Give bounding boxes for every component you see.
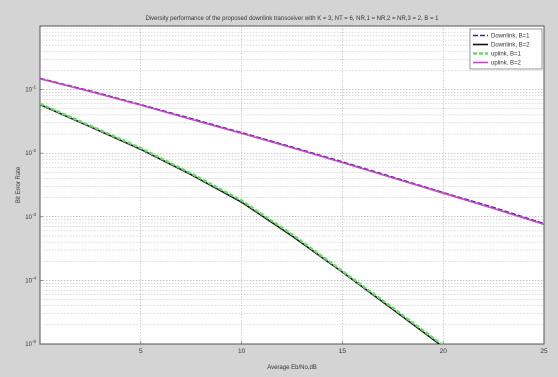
- y-tick-label: 10-1: [25, 85, 36, 94]
- y-axis-label: Bit Error Rate: [16, 166, 22, 203]
- chart-title: Diversity performance of the proposed do…: [145, 16, 439, 22]
- y-tick-label: 10-3: [25, 212, 36, 221]
- axes: 5 10 15 20 25 10-1 10-2 10-3 10-4 10-5: [25, 85, 548, 355]
- grid: [40, 26, 544, 344]
- y-tick-label: 10-4: [25, 275, 36, 284]
- curves: [40, 77, 544, 344]
- series-line-4: [40, 77, 544, 226]
- y-tick-label: 10-2: [25, 148, 36, 157]
- x-tick-label: 25: [540, 348, 548, 355]
- y-tick-label: 10-5: [25, 339, 36, 348]
- x-tick-label: 5: [139, 348, 143, 355]
- series-line-3: [40, 102, 444, 344]
- plot-area: [39, 25, 545, 345]
- legend-label: Downlink, B=1: [491, 34, 530, 40]
- x-axis-label: Average Eb/No,dB: [267, 365, 317, 371]
- legend-label: uplink, B=1: [491, 52, 522, 58]
- x-tick-label: 20: [440, 348, 448, 355]
- legend-label: Downlink, B=2: [491, 43, 530, 49]
- x-tick-label: 15: [339, 348, 347, 355]
- legend: Downlink, B=1 Downlink, B=2 uplink, B=1 upl…: [469, 28, 543, 70]
- legend-label: uplink, B=2: [491, 61, 522, 67]
- x-tick-label: 10: [238, 348, 246, 355]
- series-line-2: [40, 103, 441, 344]
